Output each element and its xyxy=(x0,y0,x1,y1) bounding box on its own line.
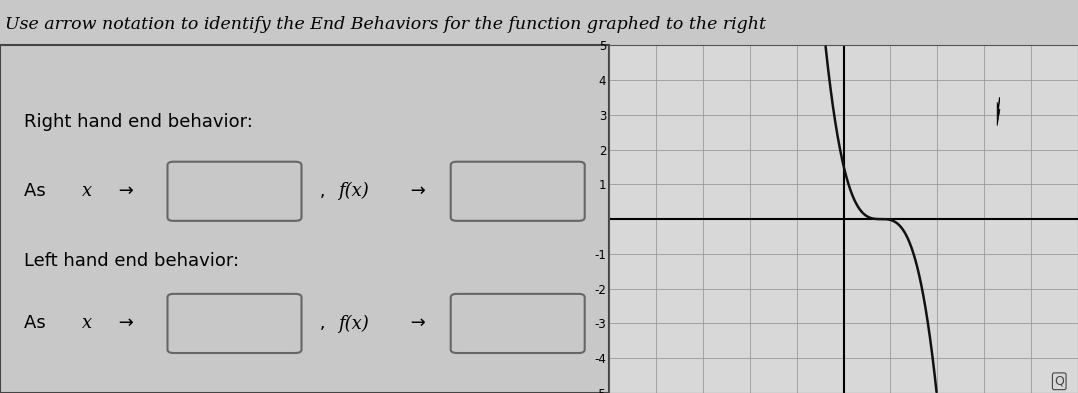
Text: →: → xyxy=(405,314,426,332)
Text: x: x xyxy=(82,182,93,200)
FancyBboxPatch shape xyxy=(451,294,584,353)
Text: Use arrow notation to identify the End Behaviors for the function graphed to the: Use arrow notation to identify the End B… xyxy=(5,17,766,33)
Text: Left hand end behavior:: Left hand end behavior: xyxy=(25,252,239,270)
Text: Q: Q xyxy=(1054,375,1064,388)
Text: f(x): f(x) xyxy=(338,182,369,200)
Text: →: → xyxy=(405,182,426,200)
Text: Right hand end behavior:: Right hand end behavior: xyxy=(25,113,253,131)
Text: As: As xyxy=(25,314,52,332)
Text: ,: , xyxy=(314,182,326,200)
Text: ,: , xyxy=(314,314,326,332)
Text: x: x xyxy=(82,314,93,332)
FancyBboxPatch shape xyxy=(167,162,302,221)
FancyBboxPatch shape xyxy=(451,162,584,221)
Text: →: → xyxy=(113,314,134,332)
FancyBboxPatch shape xyxy=(167,294,302,353)
Text: As: As xyxy=(25,182,52,200)
Text: →: → xyxy=(113,182,134,200)
Text: f(x): f(x) xyxy=(338,314,369,332)
